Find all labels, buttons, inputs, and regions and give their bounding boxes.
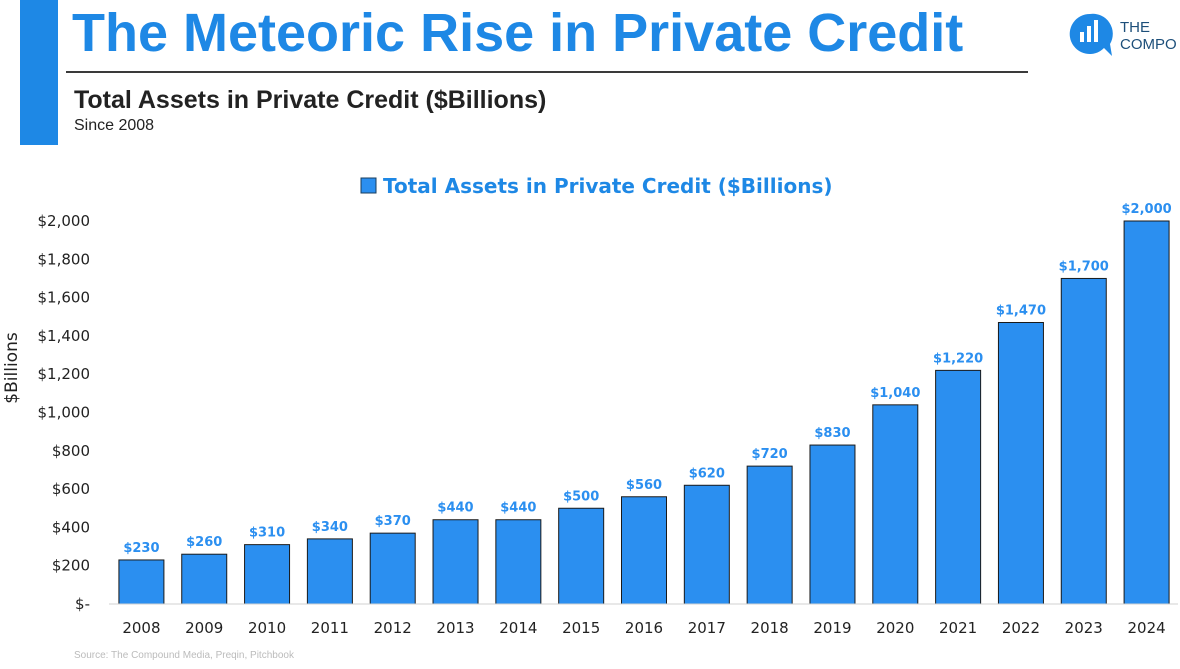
- legend-swatch: [360, 177, 377, 194]
- x-tick-label: 2021: [939, 619, 977, 637]
- x-tick-label: 2017: [688, 619, 726, 637]
- y-tick-label: $800: [52, 442, 90, 460]
- bar: [935, 369, 982, 605]
- bar-series: [118, 220, 1170, 605]
- bar: [683, 484, 730, 605]
- bar: [746, 465, 793, 605]
- title-divider: [66, 71, 1028, 73]
- y-tick-label: $2,000: [38, 212, 91, 230]
- x-axis-ticks: 2008 2009 2010 2011 2012 2013 2014 2015 2016 2017…: [122, 619, 1165, 637]
- bar: [244, 544, 291, 605]
- data-label: $620: [689, 466, 725, 481]
- x-tick-label: 2016: [625, 619, 663, 637]
- data-label: $1,700: [1059, 259, 1109, 274]
- data-label: $2,000: [1122, 202, 1172, 217]
- data-label: $1,470: [996, 303, 1046, 318]
- data-label: $560: [626, 478, 662, 493]
- data-label: $500: [563, 489, 599, 504]
- x-tick-label: 2012: [374, 619, 412, 637]
- bar: [118, 559, 165, 605]
- bar: [432, 519, 479, 605]
- bar: [809, 444, 856, 605]
- y-tick-label: $1,800: [38, 250, 91, 268]
- data-label: $370: [375, 514, 411, 529]
- data-labels: $230 $260 $310 $340 $370 $440 $440 $500 $560 $620…: [123, 202, 1171, 556]
- chart-legend: Total Assets in Private Credit ($Billion…: [360, 174, 832, 198]
- x-tick-label: 2013: [436, 619, 474, 637]
- bar: [621, 496, 667, 605]
- page-title: The Meteoric Rise in Private Credit: [72, 3, 964, 63]
- data-label: $440: [500, 501, 536, 516]
- data-label: $310: [249, 526, 285, 541]
- x-tick-label: 2019: [813, 619, 851, 637]
- bar: [369, 532, 416, 605]
- bar: [1060, 277, 1107, 605]
- data-label: $230: [123, 541, 159, 556]
- bar: [872, 404, 919, 605]
- x-tick-label: 2018: [751, 619, 789, 637]
- y-tick-label: $400: [52, 518, 90, 536]
- y-tick-label: $200: [52, 557, 90, 575]
- chart-subtitle: Total Assets in Private Credit ($Billion…: [74, 86, 547, 114]
- y-tick-label: $1,400: [38, 327, 91, 345]
- source-note: Source: The Compound Media, Preqin, Pitc…: [74, 650, 294, 661]
- x-tick-label: 2009: [185, 619, 223, 637]
- data-label: $720: [752, 447, 788, 462]
- legend-label: Total Assets in Private Credit ($Billion…: [383, 174, 832, 198]
- data-label: $1,220: [933, 351, 983, 366]
- x-tick-label: 2008: [122, 619, 160, 637]
- accent-bar: [20, 0, 58, 145]
- bar: [997, 321, 1044, 605]
- bar: [306, 538, 353, 605]
- since-label: Since 2008: [74, 117, 155, 134]
- logo-text: THE COMPO: [1120, 19, 1177, 53]
- data-label: $260: [186, 535, 222, 550]
- data-label: $340: [312, 520, 348, 535]
- x-tick-label: 2022: [1002, 619, 1040, 637]
- x-tick-label: 2024: [1127, 619, 1165, 637]
- y-tick-label: $1,200: [38, 365, 91, 383]
- y-tick-label: $1,000: [38, 404, 91, 422]
- data-label: $440: [437, 501, 473, 516]
- y-axis-label: $Billions: [2, 332, 22, 404]
- x-tick-label: 2020: [876, 619, 914, 637]
- x-tick-label: 2023: [1065, 619, 1103, 637]
- y-tick-label: $1,600: [38, 289, 91, 307]
- x-tick-label: 2014: [499, 619, 537, 637]
- y-axis-ticks: $- $200 $400 $600 $800 $1,000 $1,200 $1,400 $1,6…: [38, 212, 91, 613]
- x-tick-label: 2011: [311, 619, 349, 637]
- y-tick-label: $-: [75, 595, 90, 613]
- bar: [558, 507, 605, 605]
- bar: [181, 553, 228, 605]
- x-tick-label: 2010: [248, 619, 286, 637]
- compound-logo-icon: [1069, 13, 1113, 56]
- data-label: $830: [814, 426, 850, 441]
- bar: [1123, 220, 1170, 605]
- bar: [495, 519, 542, 605]
- y-tick-label: $600: [52, 480, 90, 498]
- data-label: $1,040: [870, 386, 920, 401]
- x-tick-label: 2015: [562, 619, 600, 637]
